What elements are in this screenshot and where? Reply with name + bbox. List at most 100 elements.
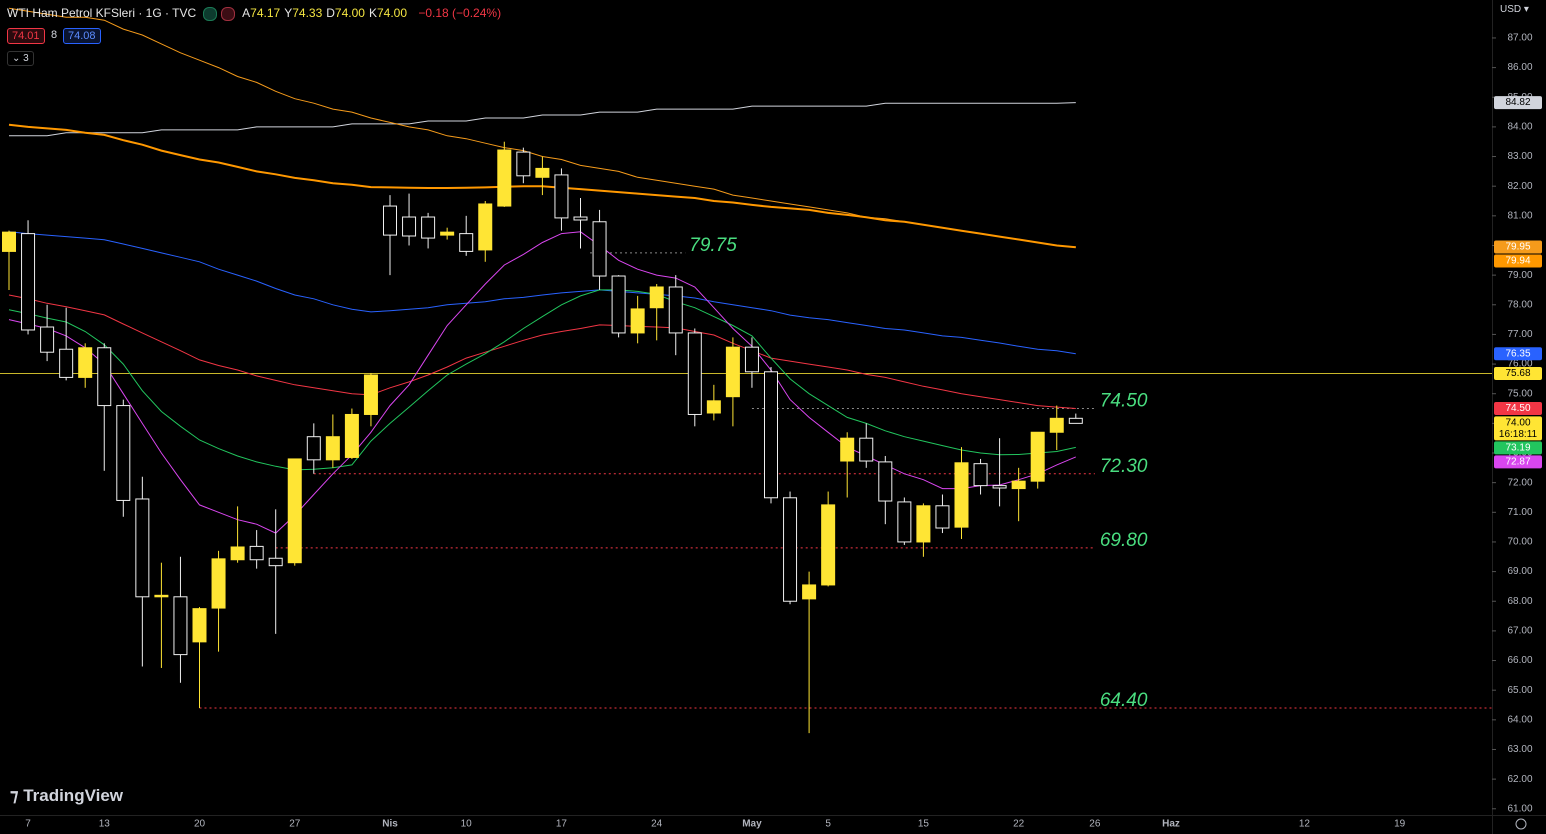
currency[interactable]: USD ▾ [1500, 4, 1529, 15]
candle-body [287, 458, 302, 564]
candle-body [821, 504, 836, 586]
candle-body [516, 151, 531, 177]
countdown: 16:18:11 [1499, 429, 1538, 440]
candle-body [687, 332, 702, 415]
x-tick-label: 27 [289, 819, 301, 830]
candle-body [573, 216, 588, 221]
candle-body [1030, 431, 1045, 482]
x-tick-label: 5 [825, 819, 831, 830]
candle-body [325, 436, 340, 461]
candle-body [2, 231, 16, 252]
candle-body [306, 436, 321, 461]
price-badge [1494, 347, 1542, 361]
y-tick-label: 84.00 [1507, 122, 1532, 133]
price-badge-label: 75.68 [1505, 368, 1530, 379]
ask[interactable]: 74.08 [63, 28, 101, 44]
level-label: 64.40 [1100, 690, 1148, 711]
y-tick-label: 69.00 [1507, 566, 1532, 577]
price-badge-label: 84.82 [1505, 97, 1530, 108]
price-badge [1494, 254, 1542, 268]
currency-code: USD [1500, 4, 1522, 15]
level-label: 69.80 [1100, 530, 1148, 551]
candle-body [954, 462, 969, 528]
candle-body [668, 286, 683, 334]
ohlc-key: D [326, 6, 335, 20]
candle-body [192, 608, 207, 643]
plot-bg [0, 0, 1492, 815]
price-badge-label: 74.50 [1505, 403, 1530, 414]
y-tick-label: 76.00 [1507, 359, 1532, 370]
candle-body [744, 346, 759, 373]
candle-body [21, 233, 36, 331]
legend-header: WTI Ham Petrol KFSleri · 1G · TVC A74.17… [7, 6, 505, 21]
change: −0.18 (−0.24%) [418, 6, 502, 20]
x-tick-label: May [742, 819, 762, 830]
x-tick-label: 7 [25, 819, 31, 830]
x-tick-label: 20 [194, 819, 206, 830]
candle-body [211, 558, 226, 609]
candle-body [497, 149, 512, 207]
candle-body [916, 505, 931, 543]
status-dot [221, 6, 236, 21]
candle-body [1011, 480, 1026, 490]
y-tick-label: 66.00 [1507, 655, 1532, 666]
indicator-line [8, 289, 1076, 471]
y-tick-label: 82.00 [1507, 181, 1532, 192]
candle-body [363, 374, 378, 415]
x-tick-label: Nis [382, 819, 398, 830]
y-tick-label: 78.00 [1507, 299, 1532, 310]
y-tick-label: 87.00 [1507, 33, 1532, 44]
ohlc-value: 74.00 [376, 6, 407, 20]
price-badge [1494, 240, 1542, 254]
candle-body [78, 347, 93, 378]
candle-body [230, 546, 245, 561]
candle-body [859, 437, 874, 462]
price-badge-label: 72.87 [1505, 457, 1530, 468]
bid[interactable]: 74.01 [7, 28, 45, 44]
price-badge-label: 79.94 [1505, 256, 1530, 267]
price-badge [1494, 416, 1542, 441]
candle-body [478, 203, 493, 251]
price-badge [1494, 367, 1542, 381]
indicator-toggle[interactable]: ⌄ 3 [7, 51, 34, 66]
ohlc-key: Y [284, 6, 293, 20]
y-tick-label: 77.00 [1507, 329, 1532, 340]
price-badge [1494, 402, 1542, 416]
symbol[interactable]: WTI Ham Petrol KFSleri · 1G · TVC [7, 6, 197, 20]
y-tick-label: 65.00 [1507, 685, 1532, 696]
x-tick-label: 12 [1299, 819, 1311, 830]
candle-body [440, 231, 455, 236]
candle-body [116, 405, 131, 501]
x-tick-label: Haz [1162, 819, 1180, 830]
candle-body [802, 584, 817, 600]
y-tick-label: 64.00 [1507, 714, 1532, 725]
candle-body [554, 174, 569, 219]
candle-body [421, 216, 436, 239]
candle-body [649, 286, 664, 309]
candle-body [383, 205, 397, 236]
y-tick-label: 63.00 [1507, 744, 1532, 755]
x-tick-label: 17 [556, 819, 568, 830]
price-badge-label: 79.95 [1505, 242, 1530, 253]
indicator-line [9, 102, 1076, 137]
x-tick-label: 15 [918, 819, 930, 830]
price-badge-label: 73.19 [1505, 443, 1530, 454]
y-tick-label: 81.00 [1507, 210, 1532, 221]
candle-body [459, 233, 474, 252]
level-label: 72.30 [1100, 456, 1148, 477]
candle-body [135, 498, 150, 598]
spread: 8 [51, 29, 58, 41]
ohlc-value: 74.00 [334, 6, 365, 20]
status-dot [203, 6, 218, 21]
y-tick-label: 70.00 [1507, 537, 1532, 548]
y-tick-label: 67.00 [1507, 626, 1532, 637]
settings-icon[interactable] [1515, 818, 1527, 830]
price-badge-label: 74.00 [1505, 418, 1530, 429]
ohlc-value: 74.17 [250, 6, 281, 20]
candle-body [97, 347, 112, 407]
candle-body [840, 437, 855, 462]
candle-body [878, 461, 893, 502]
candle-body [344, 413, 359, 458]
